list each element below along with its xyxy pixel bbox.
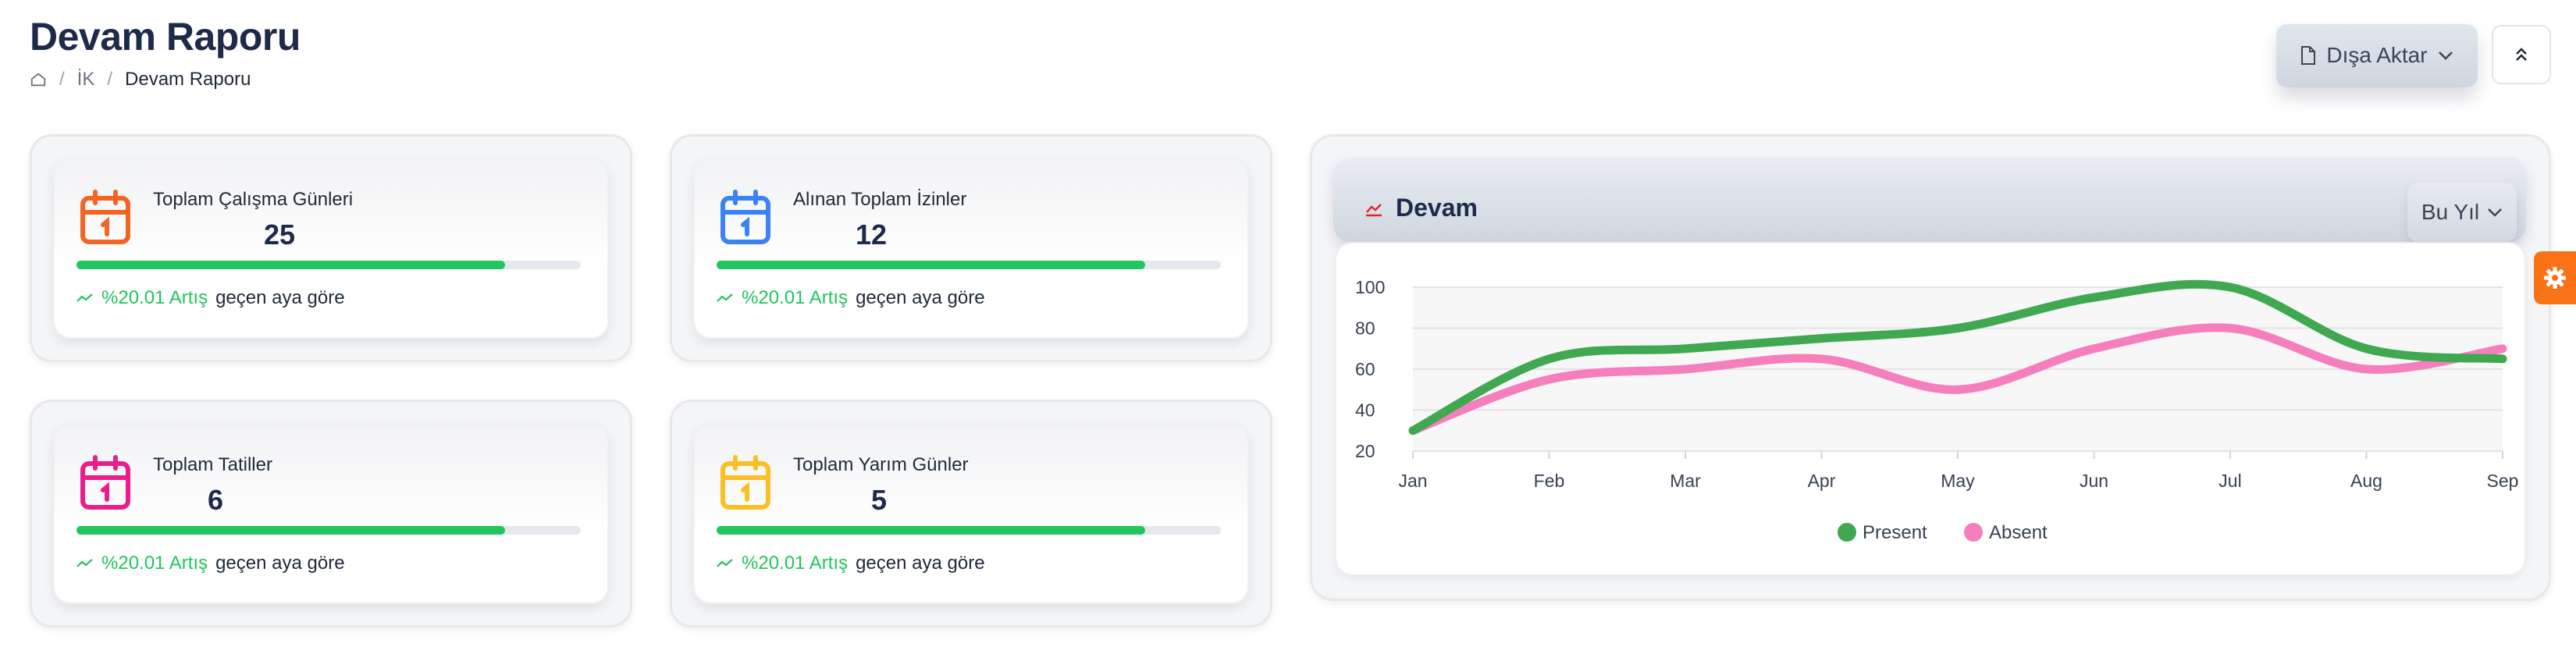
- trend-percentage: %20.01 Artış: [101, 287, 208, 308]
- legend-label: Present: [1863, 522, 1927, 543]
- trend-up-icon: [717, 293, 733, 302]
- breadcrumb-current: Devam Raporu: [125, 69, 251, 90]
- calendar-icon: [720, 190, 770, 244]
- y-tick-label: 100: [1355, 277, 1385, 297]
- legend-marker: [1964, 523, 1983, 542]
- calendar-icon: [80, 190, 130, 244]
- x-tick-label: May: [1941, 471, 1975, 491]
- stat-card-leaves: Alınan Toplam İzinler 12 %20.01 Artış ge…: [670, 134, 1272, 362]
- home-icon[interactable]: [30, 71, 47, 88]
- attendance-chart-card: Devam Bu Yıl 20 40 60 80 100 Jan Feb Mar Apr May J…: [1310, 134, 2551, 601]
- trend-percentage: %20.01 Artış: [742, 287, 849, 308]
- trend-percentage: %20.01 Artış: [742, 553, 849, 574]
- calendar-icon: [80, 455, 130, 510]
- series-line-absent: [1408, 323, 2507, 435]
- x-tick-label: Jul: [2218, 471, 2241, 491]
- gear-icon: [2544, 267, 2566, 289]
- trend-up-icon: [76, 559, 93, 567]
- card-label: Toplam Yarım Günler: [793, 454, 969, 475]
- x-tick-label: Feb: [1534, 471, 1565, 491]
- stat-card-half-days: Toplam Yarım Günler 5 %20.01 Artış geçen…: [670, 400, 1272, 627]
- period-select-value: Bu Yıl: [2421, 200, 2480, 224]
- progress-bar: [717, 261, 1221, 269]
- y-tick-label: 80: [1355, 318, 1375, 339]
- x-tick-label: Sep: [2487, 471, 2519, 491]
- line-chart: 20 40 60 80 100 Jan Feb Mar Apr May Jun Jul Aug Sep Pr…: [1355, 277, 2519, 543]
- x-tick-label: Aug: [2350, 471, 2382, 491]
- breadcrumb-item-hr[interactable]: İK: [76, 69, 95, 90]
- legend-label: Absent: [1989, 522, 2048, 543]
- trend-indicator: %20.01 Artış geçen aya göre: [717, 287, 985, 309]
- trend-up-icon: [76, 293, 93, 302]
- calendar-icon: [720, 455, 770, 510]
- trend-indicator: %20.01 Artış geçen aya göre: [717, 553, 985, 574]
- trend-caption: geçen aya göre: [215, 553, 345, 574]
- trend-caption: geçen aya göre: [215, 287, 345, 308]
- export-button-label: Dışa Aktar: [2326, 43, 2428, 67]
- chevrons-up-icon: [2516, 48, 2527, 61]
- card-value: 6: [208, 484, 224, 516]
- breadcrumb: / İK / Devam Raporu: [30, 69, 251, 91]
- stat-card-working-days: Toplam Çalışma Günleri 25 %20.01 Artış g…: [30, 134, 632, 362]
- chart-header: Devam Bu Yıl: [1333, 158, 2526, 242]
- file-export-icon: [2301, 46, 2316, 65]
- card-label: Alınan Toplam İzinler: [793, 189, 967, 210]
- card-value: 12: [856, 219, 888, 251]
- page-title: Devam Raporu: [30, 15, 301, 59]
- export-button[interactable]: Dışa Aktar: [2276, 23, 2478, 87]
- y-tick-label: 60: [1355, 359, 1375, 379]
- card-value: 5: [871, 484, 888, 516]
- card-value: 25: [264, 219, 296, 251]
- breadcrumb-separator: /: [59, 69, 65, 90]
- breadcrumb-separator: /: [107, 69, 113, 90]
- trend-indicator: %20.01 Artış geçen aya göre: [76, 553, 345, 574]
- stat-card-holidays: Toplam Tatiller 6 %20.01 Artış geçen aya…: [30, 400, 632, 627]
- trend-caption: geçen aya göre: [856, 287, 985, 308]
- x-tick-label: Mar: [1670, 471, 1701, 491]
- progress-bar: [717, 526, 1221, 535]
- chart-area: 20 40 60 80 100 Jan Feb Mar Apr May Jun Jul Aug Sep Pr…: [1335, 242, 2526, 576]
- trend-up-icon: [717, 559, 733, 567]
- x-tick-label: Jan: [1398, 471, 1427, 491]
- card-label: Toplam Çalışma Günleri: [153, 189, 354, 210]
- area-chart-icon: [1366, 203, 1382, 216]
- period-select[interactable]: Bu Yıl: [2407, 183, 2517, 242]
- x-tick-label: Jun: [2080, 471, 2108, 491]
- series-line-present: [1408, 279, 2507, 435]
- x-tick-label: Apr: [1808, 471, 1836, 491]
- trend-percentage: %20.01 Artış: [101, 553, 208, 574]
- chevron-down-icon: [2438, 52, 2453, 60]
- y-tick-label: 40: [1355, 400, 1375, 421]
- chevron-down-icon: [2488, 208, 2502, 217]
- collapse-header-button[interactable]: [2492, 25, 2551, 84]
- settings-button[interactable]: [2534, 251, 2576, 304]
- trend-caption: geçen aya göre: [856, 553, 985, 574]
- y-tick-label: 20: [1355, 441, 1375, 461]
- progress-bar: [76, 261, 581, 269]
- card-label: Toplam Tatiller: [153, 454, 272, 475]
- trend-indicator: %20.01 Artış geçen aya göre: [76, 287, 345, 309]
- chart-panel-title: Devam: [1396, 194, 1478, 222]
- progress-bar: [76, 526, 581, 535]
- legend-marker: [1838, 523, 1856, 542]
